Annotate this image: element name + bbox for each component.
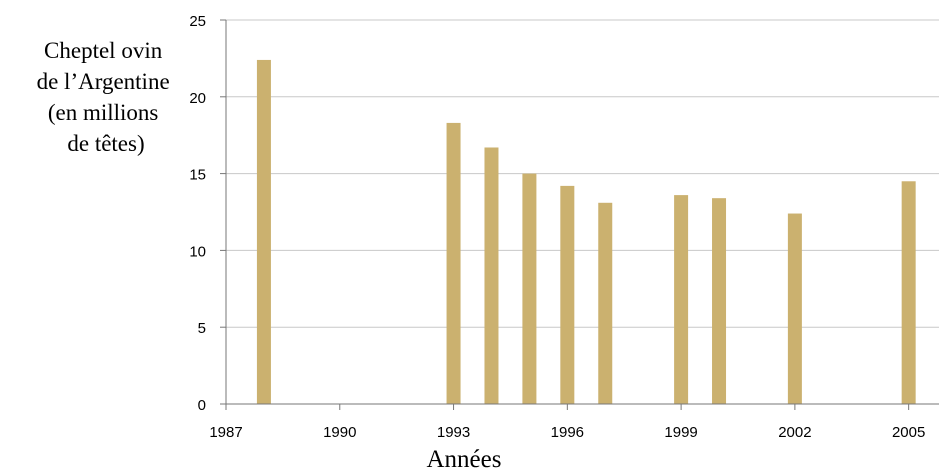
bar [446, 122, 461, 405]
bar [674, 195, 689, 404]
x-tick-label: 1996 [551, 424, 584, 441]
bar [598, 202, 613, 404]
bars [256, 59, 916, 405]
x-tick-label: 1993 [437, 424, 470, 441]
x-tick-label: 1990 [323, 424, 356, 441]
x-tick-label: 2002 [778, 424, 811, 441]
bar [256, 59, 271, 404]
bar [560, 185, 575, 404]
y-tick-label: 5 [198, 320, 206, 337]
bar [484, 147, 499, 404]
bar [522, 173, 537, 404]
bar [787, 213, 802, 404]
y-tick-labels: 0 5 10 15 20 25 [189, 13, 226, 414]
x-tick-label: 2005 [892, 424, 925, 441]
y-axis-label-line: (en millions [48, 100, 159, 125]
y-tick-label: 15 [189, 167, 206, 184]
y-axis-label-line: de l’Argentine [37, 69, 170, 94]
x-tick-label: 1987 [209, 424, 242, 441]
y-tick-label: 25 [189, 13, 206, 30]
x-tick-label: 1999 [664, 424, 697, 441]
bar [712, 198, 727, 404]
y-axis-label-line: Cheptel ovin [44, 38, 163, 63]
bar [901, 181, 916, 404]
y-axis-label: Cheptel ovin de l’Argentine (en millions… [37, 38, 176, 156]
y-axis-label-line: de têtes) [67, 131, 144, 156]
y-tick-label: 20 [189, 90, 206, 107]
x-tick-labels: 1987 1990 1993 1996 1999 2002 2005 [209, 404, 925, 441]
gridlines [226, 19, 939, 328]
x-axis-label: Années [427, 446, 502, 473]
y-tick-label: 0 [198, 397, 206, 414]
y-tick-label: 10 [189, 243, 206, 260]
